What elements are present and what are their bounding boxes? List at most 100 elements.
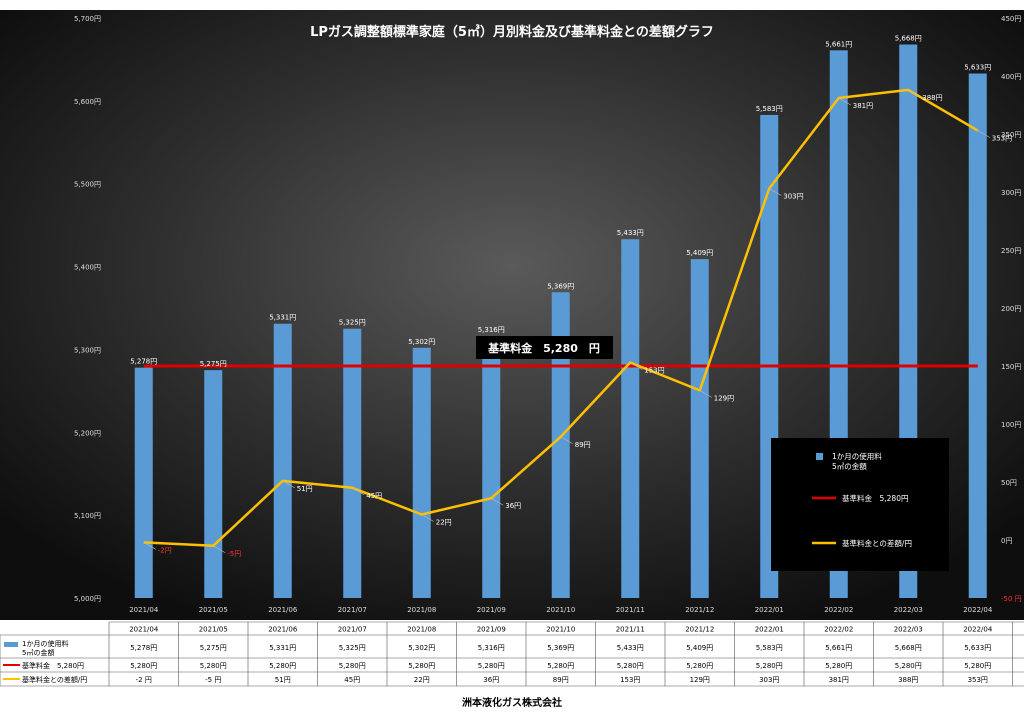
bar [412, 347, 431, 598]
y-right-tick-label: 50円 [1001, 479, 1017, 487]
table-cell: 5,316円 [478, 644, 505, 652]
table-cell: 5,668円 [895, 644, 922, 652]
bar [690, 259, 709, 598]
diff-leader-line [908, 89, 921, 98]
diff-leader-line [560, 436, 573, 445]
bar-value-label: 5,369円 [547, 282, 574, 290]
y-right-tick-label: 350円 [1001, 131, 1021, 139]
table-header-cell: 2021/11 [616, 626, 645, 634]
diff-leader-line [630, 362, 643, 370]
y-right-tick-label: 0円 [1001, 537, 1012, 545]
y-right-tick-label: 200円 [1001, 305, 1021, 313]
legend: 1か月の使用料 5㎥の金額 基準料金 5,280円 基準料金との差額/円 [771, 438, 949, 571]
table-header-cell: 2022/04 [963, 626, 993, 634]
diff-value-label: -2円 [158, 546, 172, 554]
table-header-cell: 2021/10 [546, 626, 575, 634]
x-tick-label: 2022/02 [824, 606, 853, 614]
diff-value-label: 388円 [922, 94, 942, 102]
table-cell: 388円 [898, 676, 918, 684]
y-left-tick-label: 5,500円 [74, 181, 101, 189]
table-cell: 5,280円 [686, 662, 713, 670]
diff-value-label: 303円 [783, 193, 803, 201]
table-cell: 5,325円 [339, 644, 366, 652]
bar-value-label: 5,316円 [478, 326, 505, 334]
x-tick-label: 2021/11 [616, 606, 645, 614]
bar [621, 239, 640, 598]
table-cell: 5,280円 [617, 662, 644, 670]
table-cell: 5,409円 [686, 644, 713, 652]
diff-value-label: 89円 [575, 441, 591, 449]
table-row-label: 5㎥の金額 [22, 648, 54, 657]
bar [551, 292, 570, 598]
diff-leader-line [491, 497, 504, 506]
footer-company: 洲本液化ガス株式会社 [462, 696, 562, 709]
diff-value-label: 51円 [297, 485, 313, 493]
table-cell: 5,280円 [478, 662, 505, 670]
y-left-tick-label: 5,100円 [74, 512, 101, 520]
x-tick-label: 2022/01 [755, 606, 784, 614]
table-cell: 5,280円 [825, 662, 852, 670]
base-price-callout-box [476, 336, 613, 359]
x-tick-label: 2022/04 [963, 606, 993, 614]
diff-leader-line [213, 545, 226, 554]
table-cell: 45円 [344, 676, 360, 684]
bar-value-label: 5,302円 [408, 338, 435, 346]
x-tick-label: 2021/12 [685, 606, 714, 614]
diff-leader-line [769, 188, 782, 196]
table-cell: 153円 [620, 676, 640, 684]
legend-base-label: 基準料金 5,280円 [842, 493, 908, 503]
table-cell: -2 円 [136, 676, 152, 684]
table-cell: 353円 [968, 676, 988, 684]
y-right-tick-label: 450円 [1001, 15, 1021, 23]
table-cell: 5,280円 [200, 662, 227, 670]
x-tick-label: 2021/10 [546, 606, 575, 614]
bar [968, 73, 987, 598]
bar-value-label: 5,583円 [756, 105, 783, 113]
x-tick-label: 2021/04 [129, 606, 159, 614]
table-cell: 51円 [275, 676, 291, 684]
y-right-tick-label: 300円 [1001, 189, 1021, 197]
table-cell: 5,280円 [756, 662, 783, 670]
diff-value-label: 36円 [505, 502, 521, 510]
bar-value-label: 5,409円 [686, 249, 713, 257]
table-cell: 5,433円 [617, 644, 644, 652]
table-cell: 5,280円 [964, 662, 991, 670]
diff-value-label: 129円 [714, 394, 734, 402]
x-tick-label: 2021/08 [407, 606, 436, 614]
y-left-tick-label: 5,200円 [74, 429, 101, 437]
table-cell: 5,633円 [964, 644, 991, 652]
diff-value-label: 381円 [853, 102, 873, 110]
table-cell: 5,278円 [130, 644, 157, 652]
table-cell: 36円 [483, 676, 499, 684]
table-header-cell: 2021/12 [685, 626, 714, 634]
bar-value-label: 5,275円 [200, 360, 227, 368]
y-right-tick-label: 100円 [1001, 421, 1021, 429]
x-tick-label: 2021/07 [338, 606, 367, 614]
chart-title: LPガス調整額標準家庭（5㎥）月別料金及び基準料金との差額グラフ [310, 24, 714, 40]
y-left-tick-label: 5,300円 [74, 346, 101, 354]
table-header-cell: 2021/08 [407, 626, 436, 634]
table-cell: 303円 [759, 676, 779, 684]
table-cell: 5,331円 [269, 644, 296, 652]
bar [134, 367, 153, 598]
legend-bar-label-2: 5㎥の金額 [832, 461, 867, 471]
table-header-cell: 2022/01 [755, 626, 784, 634]
y-right-tick-label: 150円 [1001, 363, 1021, 371]
diff-leader-line [352, 487, 365, 496]
diff-leader-line [421, 514, 434, 522]
table-cell: 5,280円 [547, 662, 574, 670]
base-price-callout-text: 基準料金 5,280 円 [487, 341, 600, 355]
y-left-tick-label: 5,400円 [74, 264, 101, 272]
table-cell: 5,280円 [269, 662, 296, 670]
table-cell: 5,280円 [895, 662, 922, 670]
bar [482, 336, 501, 598]
table-cell: 5,583円 [756, 644, 783, 652]
table-header-cell: 2021/04 [129, 626, 159, 634]
table-cell: 5,280円 [339, 662, 366, 670]
diff-value-label: 45円 [366, 492, 382, 500]
data-table: 2021/04 2021/05 2021/06 2021/07 2021/08 2021/… [0, 621, 1024, 687]
bar [204, 370, 223, 598]
table-cell: 381円 [829, 676, 849, 684]
table-cell: 5,369円 [547, 644, 574, 652]
